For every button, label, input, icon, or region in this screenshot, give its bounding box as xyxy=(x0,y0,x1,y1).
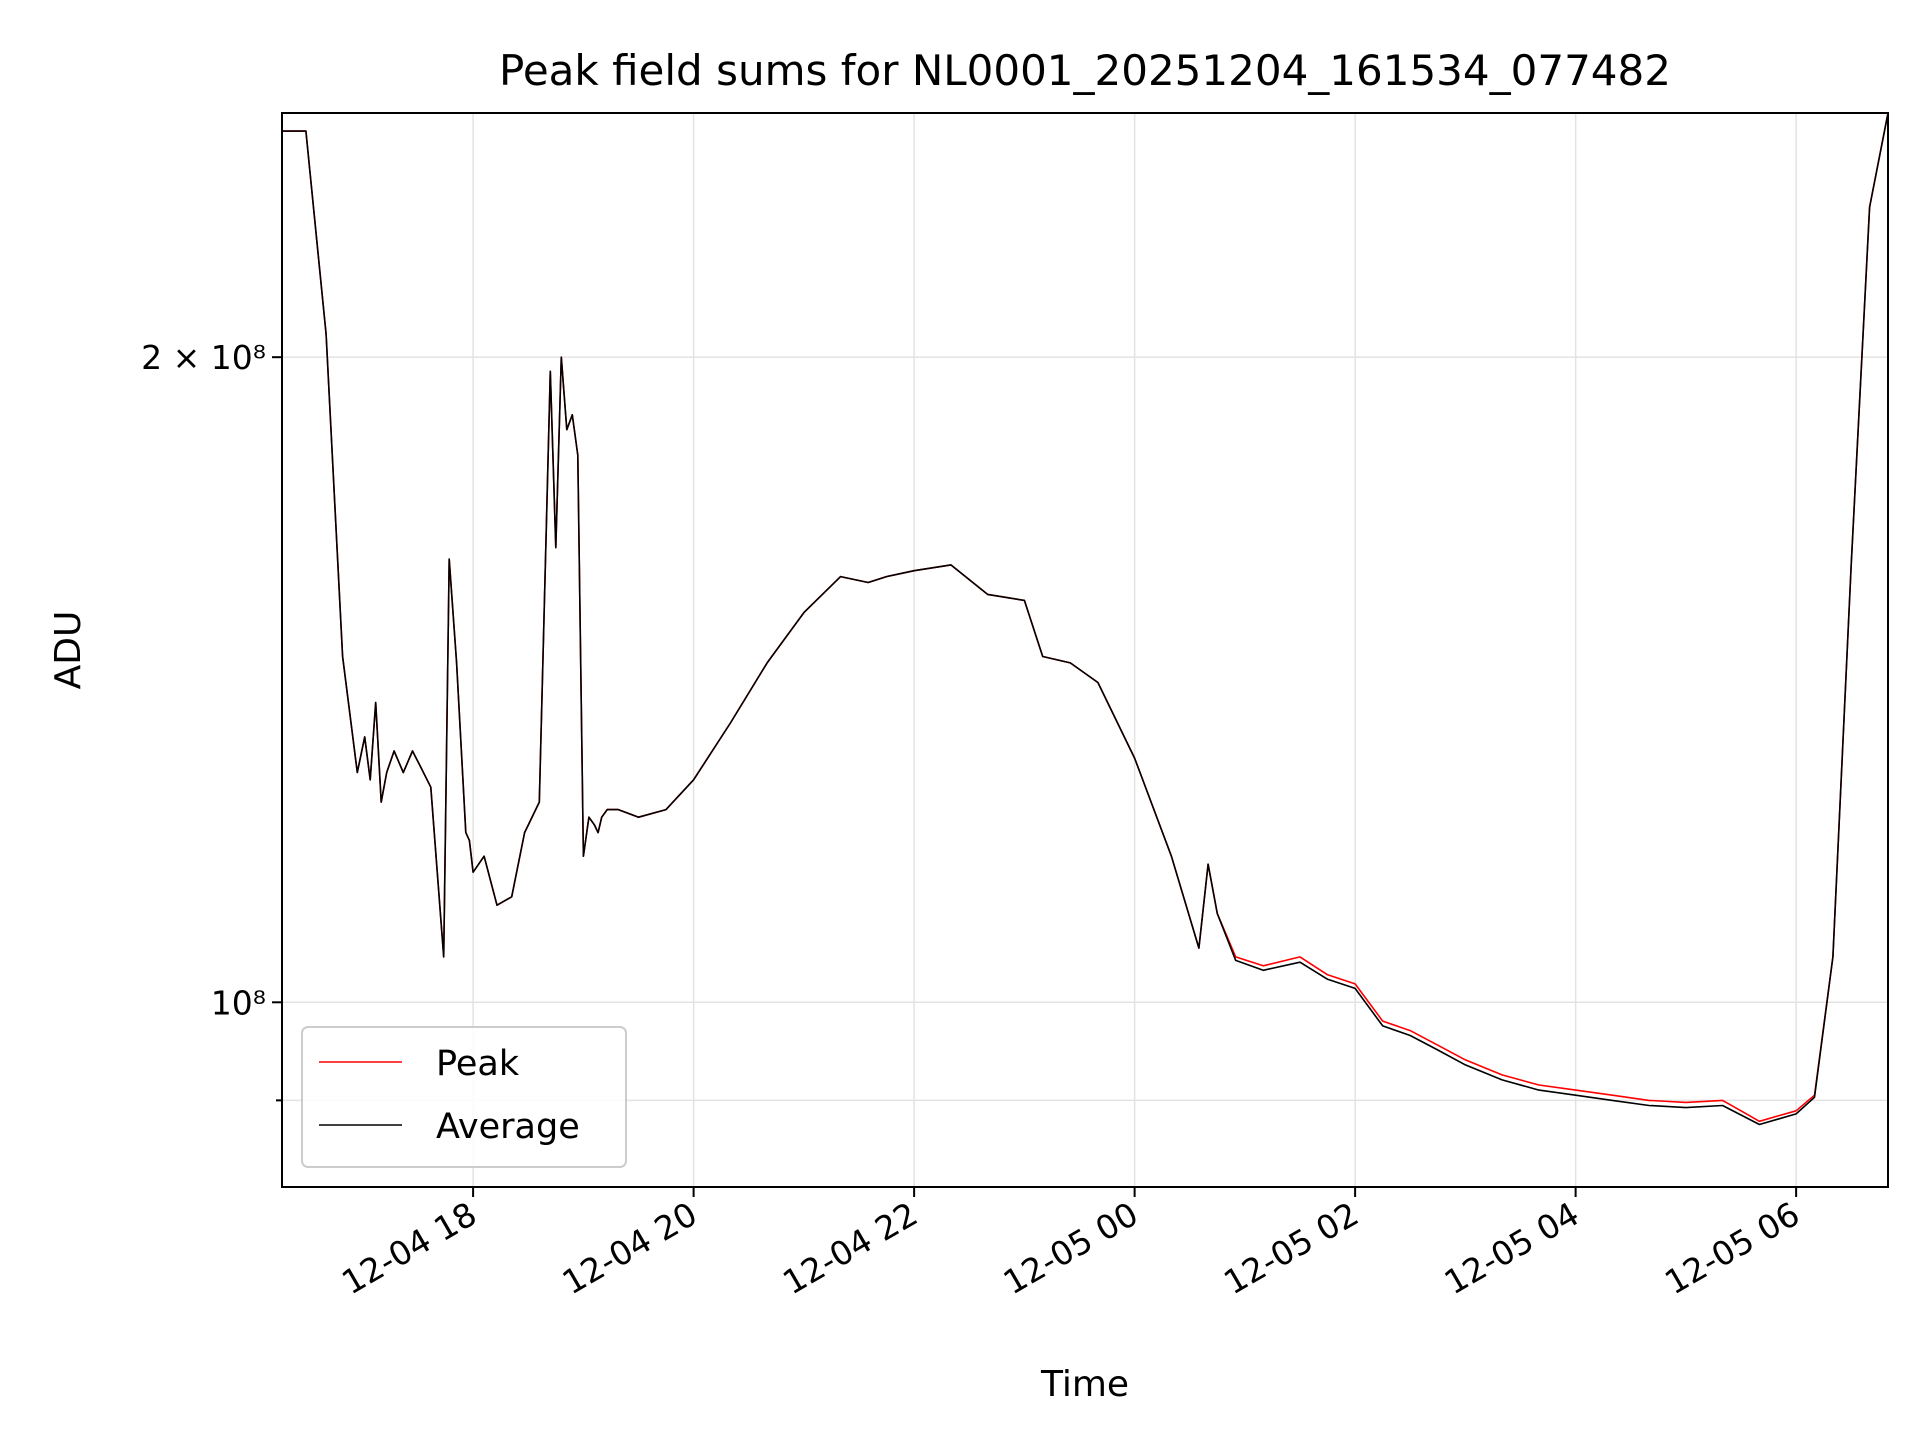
series-lines xyxy=(282,112,1889,1126)
chart-title: Peak field sums for NL0001_20251204_1615… xyxy=(499,46,1671,95)
x-axis-label: Time xyxy=(1040,1364,1129,1405)
series-line-average xyxy=(282,112,1889,1126)
grid xyxy=(282,113,1888,1187)
plot-area-frame xyxy=(281,112,1889,1188)
y-tick-label: 10⁸ xyxy=(211,983,266,1022)
y-tick-label: 2 × 10⁸ xyxy=(141,338,266,377)
y-axis-label: ADU xyxy=(48,611,89,690)
legend-label-average: Average xyxy=(436,1107,580,1147)
legend: Peak Average xyxy=(301,1026,627,1168)
legend-label-peak: Peak xyxy=(436,1044,520,1084)
